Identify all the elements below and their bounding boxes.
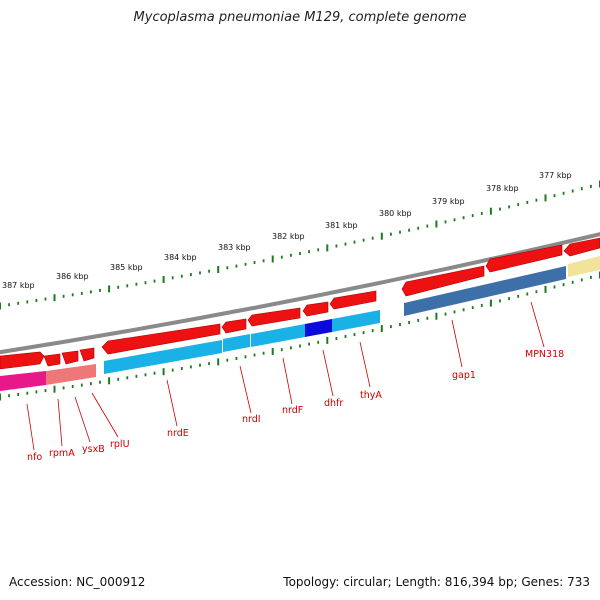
feature-bar — [251, 324, 305, 347]
gene-label-nrdE: nrdE — [167, 428, 189, 439]
feature-bar — [0, 371, 46, 391]
leader-nrdF — [282, 357, 293, 405]
kbp-label-381: 381 kbp — [325, 221, 358, 230]
gene-label-rplU: rplU — [110, 439, 130, 450]
accession-text: Accession: NC_000912 — [9, 575, 146, 589]
kbp-label-383: 383 kbp — [218, 243, 251, 252]
cds-arrow — [247, 307, 301, 327]
feature-bar — [332, 310, 380, 332]
cds-arrow — [79, 347, 95, 362]
kbp-label-378: 378 kbp — [486, 184, 519, 193]
label-leaders — [26, 301, 545, 451]
leader-rplU — [91, 392, 119, 438]
leader-ysxB — [74, 396, 91, 443]
cds-arrow-MPN318 — [485, 244, 563, 273]
leader-nrdI — [239, 365, 252, 414]
leader-dhfr — [322, 349, 334, 397]
kbp-label-382: 382 kbp — [272, 232, 305, 241]
gene-label-nrdI: nrdI — [242, 414, 261, 425]
kbp-label-380: 380 kbp — [379, 209, 412, 218]
feature-bar — [305, 319, 332, 337]
kbp-labels: 387 kbp 386 kbp 385 kbp 384 kbp 383 kbp … — [2, 171, 572, 290]
cds-arrow-gap1 — [401, 265, 485, 297]
cds-arrow-nrdE — [101, 323, 221, 355]
map-title: Mycoplasma pneumoniae M129, complete gen… — [133, 10, 467, 25]
topology-summary: Topology: circular; Length: 816,394 bp; … — [283, 575, 590, 589]
cds-arrow — [329, 290, 377, 310]
gene-label-thyA: thyA — [360, 390, 382, 401]
cds-arrow — [302, 301, 329, 317]
feature-bar — [404, 266, 566, 316]
gene-label-ysxB: ysxB — [82, 444, 105, 455]
gene-label-dhfr: dhfr — [324, 398, 343, 409]
genome-backbone — [0, 232, 600, 355]
kbp-label-379: 379 kbp — [432, 197, 465, 206]
gene-label-rpmA: rpmA — [49, 448, 75, 459]
leader-nrdE — [166, 379, 178, 427]
leader-MPN318 — [530, 301, 545, 348]
cds-arrow — [43, 353, 61, 367]
leader-gap1 — [451, 319, 463, 368]
kbp-label-387: 387 kbp — [2, 281, 35, 290]
gene-label-nfo: nfo — [27, 452, 42, 463]
gene-labels: nfo rpmA ysxB rplU nrdE nrdI nrdF dhfr t… — [27, 349, 564, 463]
gene-label-gap1: gap1 — [452, 370, 476, 381]
leader-thyA — [359, 341, 371, 388]
cds-arrow — [221, 318, 247, 334]
kbp-label-377: 377 kbp — [539, 171, 572, 180]
leader-nfo — [26, 403, 35, 451]
forward-cds-track — [0, 237, 600, 370]
inner-scale-ruler — [0, 271, 600, 401]
feature-bar — [223, 334, 250, 352]
kbp-label-385: 385 kbp — [110, 263, 143, 272]
feature-bar — [568, 256, 600, 277]
cds-arrow — [61, 350, 79, 365]
cds-arrow — [563, 237, 600, 257]
leader-rpmA — [57, 398, 63, 447]
gene-label-MPN318: MPN318 — [525, 349, 564, 360]
feature-bar — [104, 340, 222, 374]
kbp-label-386: 386 kbp — [56, 272, 89, 281]
feature-track — [0, 256, 600, 391]
feature-bar — [46, 364, 96, 385]
outer-scale-ruler — [0, 180, 600, 310]
cds-arrow — [0, 351, 45, 370]
kbp-label-384: 384 kbp — [164, 253, 197, 262]
gene-label-nrdF: nrdF — [282, 405, 303, 416]
